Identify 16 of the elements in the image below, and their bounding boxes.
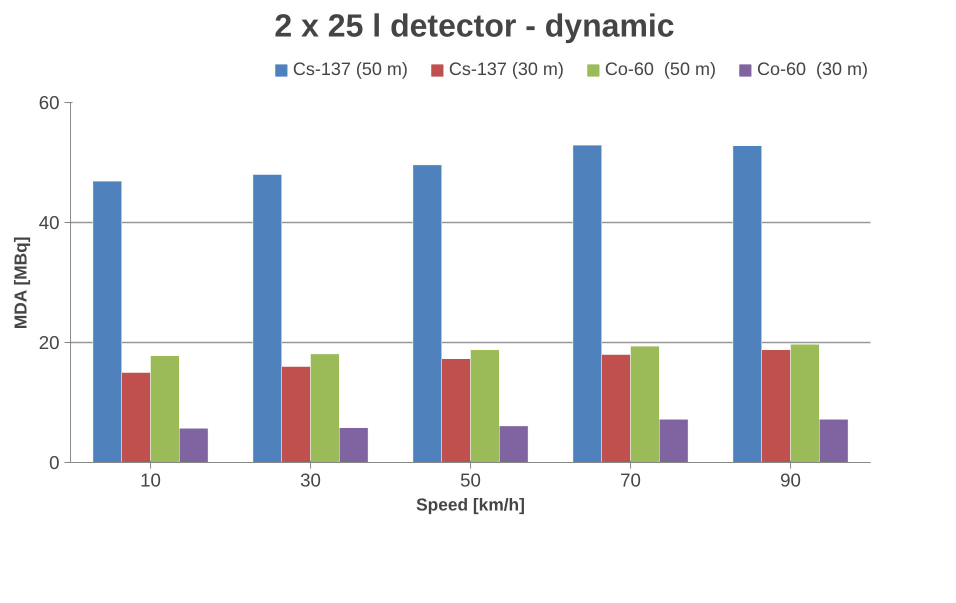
x-tick-label: 90 <box>780 470 801 490</box>
y-tick-label: 40 <box>38 212 60 233</box>
y-axis-title: MDA [MBq] <box>10 236 31 330</box>
chart-title: 2 x 25 l detector - dynamic <box>274 8 675 44</box>
y-tick-label: 20 <box>38 332 60 353</box>
x-axis-title: Speed [km/h] <box>416 494 525 514</box>
legend-label: Cs-137 (50 m) <box>292 59 408 80</box>
legend-label: Co-60 (50 m) <box>604 59 716 80</box>
x-tick-label: 70 <box>620 470 641 490</box>
x-tick-label: 10 <box>140 470 161 490</box>
legend-label: Co-60 (30 m) <box>756 59 868 80</box>
x-tick-label: 50 <box>460 470 481 490</box>
x-tick-label: 30 <box>300 470 321 490</box>
y-tick-label: 60 <box>38 92 60 113</box>
legend-label: Cs-137 (30 m) <box>448 59 564 80</box>
y-tick-label: 0 <box>49 452 60 473</box>
